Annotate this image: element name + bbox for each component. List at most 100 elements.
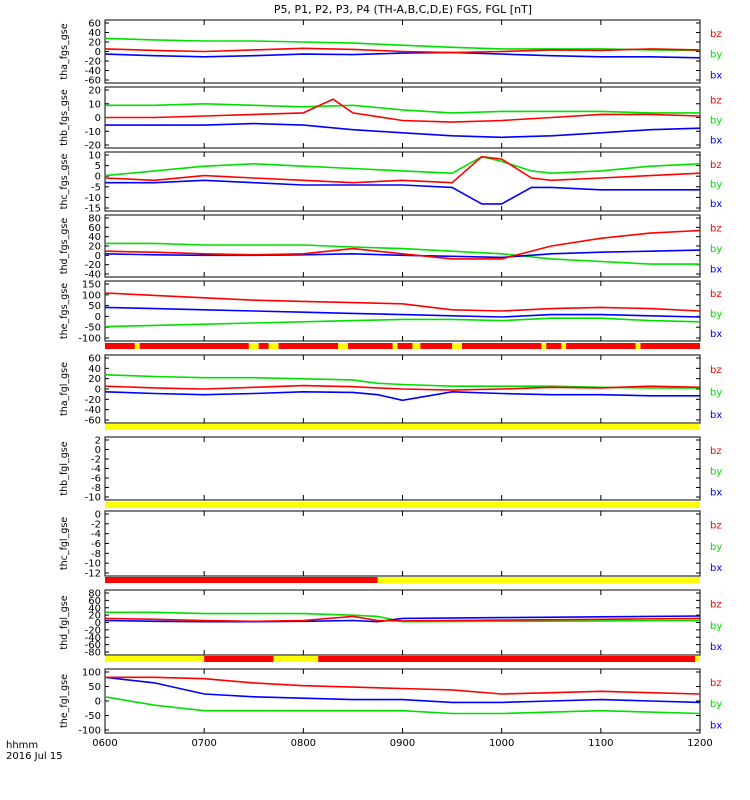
legend-bx: bx	[710, 487, 722, 498]
panel-ylabel: thc_fgl_gse	[59, 517, 70, 570]
series-bx-line	[104, 676, 701, 704]
status-segment	[377, 577, 700, 583]
y-tick-label: 40	[88, 232, 101, 243]
y-tick-label: 80	[88, 214, 101, 225]
status-bar-thb_fgl_gse	[105, 502, 700, 508]
series-by-line	[105, 242, 700, 265]
y-tick-label: -8	[91, 483, 101, 494]
y-tick-label: 100	[82, 668, 101, 679]
legend-by: by	[710, 387, 722, 398]
legend-bz: bz	[710, 599, 722, 610]
status-segment	[392, 343, 398, 349]
panel-ylabel: the_fgs_gse	[59, 283, 70, 339]
x-axis-label-line2: 2016 Jul 15	[6, 751, 63, 762]
y-tick-label: 20	[88, 611, 101, 622]
y-tick-label: 40	[88, 364, 101, 375]
status-bars	[105, 343, 700, 662]
y-tick-label: -20	[85, 625, 101, 636]
panel-frame	[104, 510, 701, 577]
status-segment	[452, 343, 462, 349]
panel-frame	[104, 214, 701, 278]
panel-ylabel: thd_fgs_gse	[59, 218, 70, 275]
y-tick-label: 60	[88, 223, 101, 234]
y-tick-label: -4	[91, 529, 101, 540]
x-axis-label-line1: hhmm	[6, 740, 38, 751]
legend-bx: bx	[710, 265, 722, 276]
series-by-line	[105, 102, 700, 114]
x-tick-label: 1000	[489, 738, 514, 749]
y-tick-label: -10	[85, 493, 101, 504]
series-bx-line	[104, 306, 701, 318]
x-tick-label: 0900	[390, 738, 415, 749]
y-tick-label: 150	[82, 280, 101, 291]
legend-by: by	[710, 50, 722, 61]
legend-bx: bx	[710, 136, 722, 147]
legend-by: by	[710, 244, 722, 255]
series-by-line	[104, 374, 700, 389]
y-tick-label: -80	[85, 648, 101, 659]
panel-ylabel: thb_fgl_gse	[59, 441, 70, 495]
series-bz-line	[104, 155, 701, 184]
panel-frame	[104, 280, 701, 342]
y-tick-label: 0	[95, 618, 101, 629]
series-by-line	[105, 611, 701, 623]
y-tick-label: 60	[88, 19, 101, 30]
legend-by: by	[710, 467, 722, 478]
y-tick-label: 20	[88, 374, 101, 385]
series-bx-line	[104, 390, 700, 402]
panel-ylabel: tha_fgl_gse	[59, 362, 70, 416]
legend-bz: bz	[710, 289, 722, 300]
y-tick-label: -50	[85, 323, 101, 334]
y-tick-label: -40	[85, 633, 101, 644]
status-segment	[541, 343, 547, 349]
series-bx-line	[104, 51, 701, 59]
status-segment	[105, 502, 700, 508]
status-bar-thd_fgl_gse	[105, 656, 700, 662]
y-tick-label: 20	[88, 242, 101, 253]
series-bz-line	[104, 292, 701, 312]
series-bz-line	[104, 384, 701, 391]
panel-ylabel: tha_fgs_gse	[59, 23, 70, 79]
y-tick-label: 20	[88, 38, 101, 49]
y-tick-label: 50	[88, 301, 101, 312]
x-tick-label: 0700	[191, 738, 216, 749]
y-tick-label: -60	[85, 76, 101, 87]
series-bz-line	[104, 229, 701, 260]
status-segment	[105, 656, 205, 662]
panel-frame	[104, 436, 701, 501]
y-tick-label: -5	[91, 182, 101, 193]
y-tick-label: 0	[95, 113, 101, 124]
panel-thb_fgs_gse: 20 10 0 -10 -20 thb_fgs_gse bz by bx	[59, 86, 722, 152]
y-tick-label: 0	[95, 510, 101, 521]
y-tick-label: 0	[95, 445, 101, 456]
series-by-line	[104, 155, 701, 177]
chart-title: P5, P1, P2, P3, P4 (TH-A,B,C,D,E) FGS, F…	[274, 3, 532, 16]
panel-thb_fgl_gse: 20-2-4-6-8-10 thb_fgl_gse bz by bx	[59, 436, 722, 504]
legend-by: by	[710, 179, 722, 190]
y-tick-label: 60	[88, 354, 101, 365]
status-segment	[105, 343, 700, 349]
y-tick-label: 50	[88, 682, 101, 693]
legend-bz: bz	[710, 224, 722, 235]
y-tick-label: -2	[91, 455, 101, 466]
panel-ylabel: thd_fgl_gse	[59, 595, 70, 649]
y-tick-label: -15	[85, 204, 101, 215]
status-segment	[134, 343, 140, 349]
panel-ylabel: the_fgl_gse	[59, 674, 70, 728]
y-tick-label: -12	[85, 569, 101, 580]
legend-bx: bx	[710, 329, 722, 340]
panel-ylabel: thb_fgs_gse	[59, 89, 70, 146]
series-by-line	[104, 696, 701, 715]
status-segment	[248, 343, 259, 349]
y-tick-label: -60	[85, 416, 101, 427]
panel-thc_fgl_gse: 0-2-4-6-8-10-12 thc_fgl_gse bz by bx	[59, 510, 722, 580]
y-tick-label: 40	[88, 28, 101, 39]
y-tick-label: -20	[85, 395, 101, 406]
legend-bz: bz	[710, 29, 722, 40]
legend-by: by	[710, 309, 722, 320]
series-bx-line	[104, 615, 701, 623]
y-tick-label: 10	[88, 99, 101, 110]
